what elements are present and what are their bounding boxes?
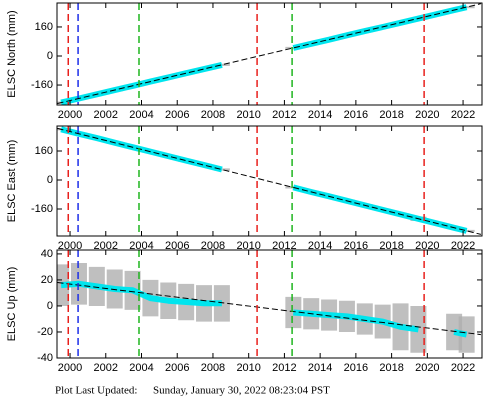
x-tick-label: 2018 [379, 109, 403, 121]
x-tick-label: 2008 [201, 109, 225, 121]
x-tick-label: 2006 [165, 240, 189, 252]
y-tick-label: -20 [37, 326, 53, 338]
x-tick-label: 2016 [344, 240, 368, 252]
x-tick-label: 2004 [129, 240, 153, 252]
model-line [57, 127, 482, 235]
x-tick-label: 2018 [379, 362, 403, 374]
y-axis-label: ELSC East (mm) [6, 140, 18, 223]
x-tick-label: 2014 [308, 240, 332, 252]
y-tick-label: 0 [47, 174, 53, 186]
y-tick-label: 40 [41, 248, 53, 260]
x-tick-label: 2018 [379, 240, 403, 252]
data-line [292, 4, 468, 51]
y-tick-label: -160 [31, 203, 53, 215]
x-tick-label: 2016 [344, 362, 368, 374]
x-tick-label: 2000 [58, 240, 82, 252]
plot-area [57, 126, 482, 236]
x-tick-label: 2012 [272, 109, 296, 121]
x-tick-label: 2008 [201, 362, 225, 374]
x-tick-label: 2002 [94, 362, 118, 374]
data-line [453, 329, 468, 338]
y-tick-label: 160 [35, 21, 53, 33]
x-tick-label: 2006 [165, 362, 189, 374]
y-tick-label: 160 [35, 145, 53, 157]
x-tick-label: 2002 [94, 240, 118, 252]
y-tick-label: -160 [31, 79, 53, 91]
x-tick-label: 2008 [201, 240, 225, 252]
data-line [60, 280, 222, 307]
data-line [292, 184, 468, 234]
x-tick-label: 2010 [236, 362, 260, 374]
x-tick-label: 2016 [344, 109, 368, 121]
y-tick-label: 0 [47, 300, 53, 312]
plot-area [57, 3, 482, 105]
x-tick-label: 2012 [272, 362, 296, 374]
x-tick-label: 2014 [308, 362, 332, 374]
x-tick-label: 2004 [129, 362, 153, 374]
model-line [57, 3, 482, 104]
plot-frame [56, 125, 483, 237]
x-tick-label: 2014 [308, 109, 332, 121]
data-line [293, 309, 419, 333]
x-tick-label: 2022 [451, 240, 475, 252]
x-tick-label: 2006 [165, 109, 189, 121]
x-tick-label: 2010 [236, 240, 260, 252]
plot-frame [56, 249, 483, 359]
x-tick-label: 2002 [94, 109, 118, 121]
y-tick-label: 20 [41, 274, 53, 286]
x-tick-label: 2022 [451, 109, 475, 121]
y-axis-label: ELSC Up (mm) [6, 267, 18, 342]
plot-frame [56, 2, 483, 106]
x-tick-label: 2004 [129, 109, 153, 121]
x-tick-label: 2020 [415, 362, 439, 374]
x-tick-label: 2020 [415, 240, 439, 252]
y-tick-label: 0 [47, 50, 53, 62]
x-tick-label: 2000 [58, 362, 82, 374]
footer-label: Plot Last Updated: [55, 385, 138, 397]
model-line [57, 282, 481, 336]
footer-timestamp: Sunday, January 30, 2022 08:23:04 PST [153, 385, 330, 397]
x-tick-label: 2020 [415, 109, 439, 121]
x-tick-label: 2012 [272, 240, 296, 252]
plot-area [57, 250, 481, 358]
x-tick-label: 2010 [236, 109, 260, 121]
x-tick-label: 2022 [451, 362, 475, 374]
x-tick-label: 2000 [58, 109, 82, 121]
y-tick-label: -40 [37, 352, 53, 364]
y-axis-label: ELSC North (mm) [6, 10, 18, 97]
